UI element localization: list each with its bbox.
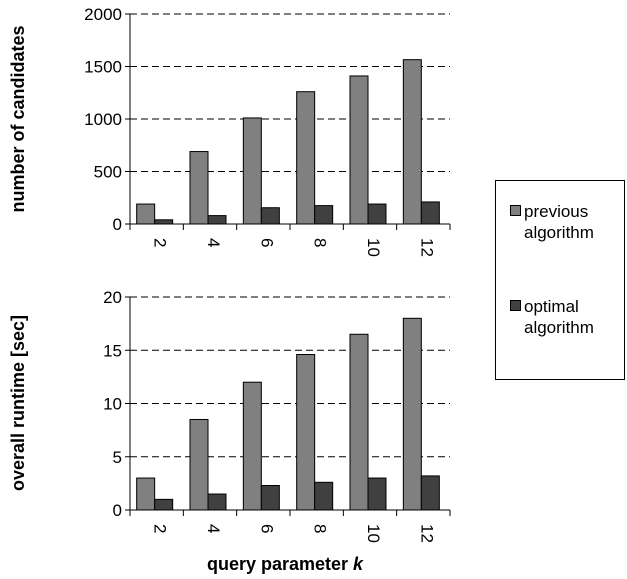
runtime-bar-optimal-10: [367, 477, 387, 511]
runtime-bar-optimal-6: [260, 485, 280, 511]
runtime-y-tick-label: 20: [103, 288, 122, 307]
runtime-bar-previous-2: [136, 477, 156, 511]
runtime-bar-optimal-8: [314, 481, 334, 511]
candidates-y-tick-label: 0: [113, 215, 122, 234]
candidates-y-tick-label: 500: [94, 163, 122, 182]
candidates-x-tick-label: 6: [257, 238, 276, 247]
candidates-y-tick-label: 2000: [84, 5, 122, 24]
candidates-bar-previous-4: [189, 151, 209, 225]
runtime-bar-previous-6: [242, 381, 262, 511]
candidates-bar-optimal-6: [260, 207, 280, 225]
runtime-y-tick-label: 5: [113, 448, 122, 467]
x-axis-title-text: query parameter: [207, 554, 353, 574]
candidates-chart: 0 500 1000 1500 2000 2 4 6 8 10 12 number of candid…: [8, 5, 451, 257]
runtime-bar-previous-10: [349, 333, 369, 511]
legend-label-previous-line2: algorithm: [524, 223, 594, 242]
legend-swatch-previous: [510, 205, 521, 216]
legend-label-previous: previous algorithm: [524, 201, 624, 243]
runtime-y-tick-label: 0: [113, 501, 122, 520]
candidates-bar-optimal-8: [314, 205, 334, 225]
legend: previous algorithm optimal algorithm: [495, 180, 625, 380]
candidates-bar-previous-10: [349, 75, 369, 225]
candidates-x-tick-label: 2: [151, 238, 170, 247]
runtime-bar-previous-4: [189, 418, 209, 511]
runtime-x-tick-label: 8: [311, 524, 330, 533]
candidates-x-tick-label: 10: [364, 238, 383, 257]
candidates-x-tick-label: 12: [417, 238, 436, 257]
candidates-y-axis-title: number of candidates: [8, 25, 28, 212]
candidates-bar-optimal-12: [420, 201, 440, 225]
candidates-bar-optimal-4: [207, 215, 227, 225]
legend-swatch-optimal: [510, 300, 521, 311]
candidates-y-tick-label: 1500: [84, 58, 122, 77]
runtime-bar-optimal-12: [420, 475, 440, 511]
runtime-bar-optimal-4: [207, 493, 227, 511]
runtime-y-tick-label: 15: [103, 341, 122, 360]
candidates-x-tick-label: 8: [311, 238, 330, 247]
runtime-y-tick-label: 10: [103, 395, 122, 414]
legend-label-optimal: optimal algorithm: [524, 296, 624, 338]
runtime-bar-previous-12: [402, 317, 422, 511]
runtime-x-tick-label: 6: [257, 524, 276, 533]
legend-label-optimal-line1: optimal: [524, 297, 579, 316]
candidates-bar-previous-8: [296, 91, 316, 225]
runtime-x-tick-label: 10: [364, 524, 383, 543]
runtime-bar-optimal-2: [154, 498, 174, 511]
legend-label-previous-line1: previous: [524, 202, 589, 221]
candidates-y-tick-label: 1000: [84, 110, 122, 129]
runtime-x-tick-label: 12: [417, 524, 436, 543]
candidates-bar-previous-6: [242, 117, 262, 225]
candidates-bar-optimal-10: [367, 203, 387, 225]
candidates-bar-previous-2: [136, 203, 156, 225]
x-axis-title: query parameter k: [207, 554, 364, 574]
runtime-x-tick-label: 4: [204, 524, 223, 533]
candidates-x-tick-label: 4: [204, 238, 223, 247]
x-axis-title-var: k: [353, 554, 364, 574]
runtime-chart: 0 5 10 15 20 2 4 6 8 10 12 overall runtime [sec]: [8, 288, 451, 543]
runtime-bar-previous-8: [296, 354, 316, 511]
candidates-bar-optimal-2: [154, 219, 174, 225]
runtime-y-axis-title: overall runtime [sec]: [8, 315, 28, 491]
candidates-bar-previous-12: [402, 59, 422, 225]
runtime-x-tick-label: 2: [151, 524, 170, 533]
legend-label-optimal-line2: algorithm: [524, 318, 594, 337]
